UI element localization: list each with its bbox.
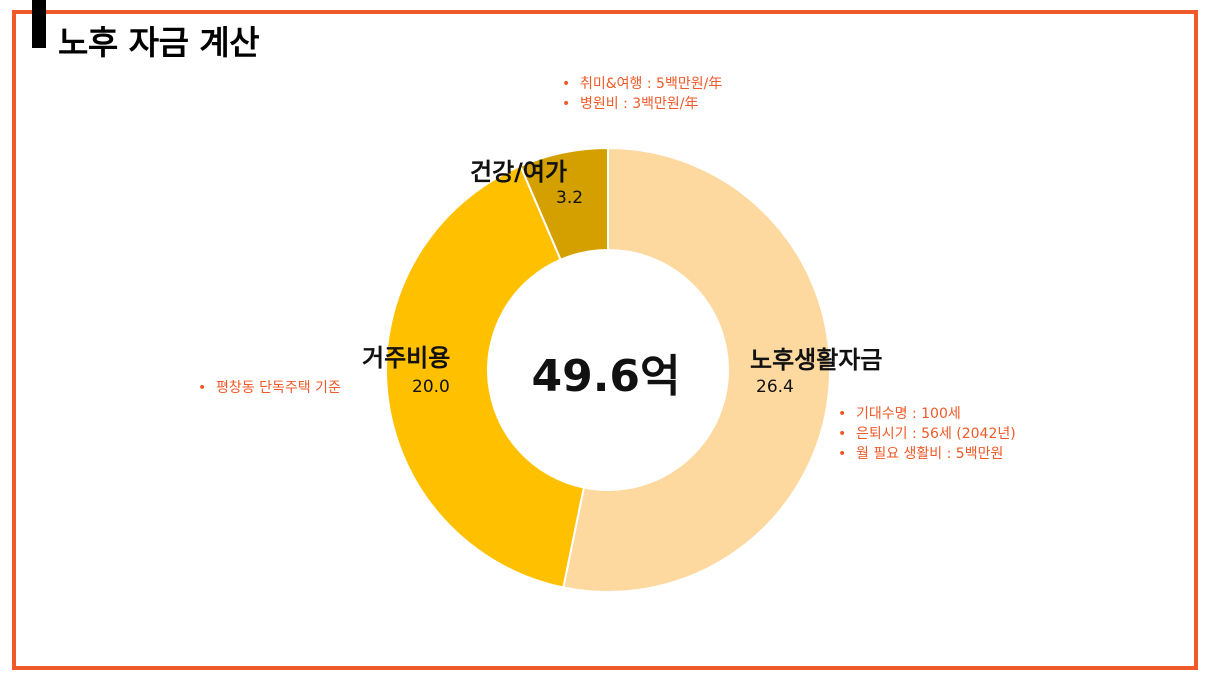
bullet-icon: • [198,380,207,396]
segment-value-housing: 20.0 [412,377,450,397]
slide-frame [12,10,1198,670]
segment-value-living: 26.4 [756,377,794,397]
segment-label-living: 노후생활자금 [750,346,883,374]
title-accent-bar [32,0,46,48]
note-item: • 취미&여행 : 5백만원/年 [562,76,723,92]
bullet-icon: • [838,406,847,422]
segment-label-housing: 거주비용 [362,344,451,372]
segment-value-health: 3.2 [556,188,584,208]
donut-slices [385,146,831,593]
health-notes: • 취미&여행 : 5백만원/年 • 병원비 : 3백만원/年 [562,74,722,114]
bullet-icon: • [562,96,571,112]
note-item: • 은퇴시기 : 56세 (2042년) [838,426,1016,442]
chart-total-label: 49.6억 [531,351,681,402]
note-item: • 병원비 : 3백만원/年 [562,96,699,112]
note-item: • 기대수명 : 100세 [838,406,961,422]
segment-label-health: 건강/여가 [470,158,568,186]
slide-title: 노후 자금 계산 [58,23,260,62]
donut-slice-1 [385,164,586,589]
housing-notes: • 평창동 단독주택 기준 [198,378,341,398]
donut-slice-0 [562,146,831,593]
bullet-icon: • [838,446,847,462]
donut-slice-2 [519,146,609,262]
bullet-icon: • [562,76,571,92]
note-item: • 평창동 단독주택 기준 [198,380,341,396]
bullet-icon: • [838,426,847,442]
living-notes: • 기대수명 : 100세 • 은퇴시기 : 56세 (2042년) • 월 필요 생… [838,404,1016,464]
note-item: • 월 필요 생활비 : 5백만원 [838,446,1004,462]
